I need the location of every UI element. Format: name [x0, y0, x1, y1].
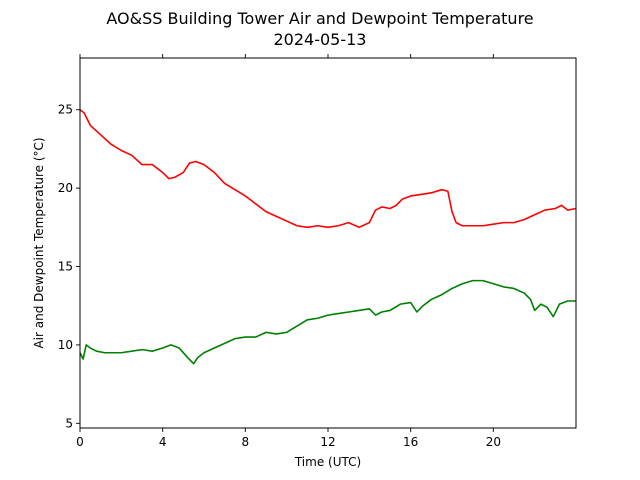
- x-tick-label: 16: [403, 435, 418, 449]
- y-tick-label: 15: [58, 260, 73, 274]
- chart-subtitle: 2024-05-13: [274, 30, 367, 49]
- x-tick-label: 20: [486, 435, 501, 449]
- x-tick-label: 4: [159, 435, 167, 449]
- chart-title: AO&SS Building Tower Air and Dewpoint Te…: [106, 9, 533, 28]
- y-tick-label: 10: [58, 338, 73, 352]
- series-layer: [79, 109, 577, 365]
- x-tick-label: 0: [76, 435, 84, 449]
- y-axis-label: Air and Dewpoint Temperature (°C): [32, 137, 46, 348]
- y-tick-label: 5: [65, 416, 73, 430]
- x-tick-label: 12: [320, 435, 335, 449]
- y-tick-label: 20: [58, 181, 73, 195]
- y-tick-label: 25: [58, 103, 73, 117]
- series-line-0: [79, 109, 577, 229]
- plot-frame: [79, 57, 577, 429]
- tick-layer: 0 4 8 12 16 20 5 10 15 20 25: [58, 54, 501, 449]
- x-axis-label: Time (UTC): [294, 455, 361, 469]
- x-tick-label: 8: [242, 435, 250, 449]
- series-line-1: [79, 279, 576, 365]
